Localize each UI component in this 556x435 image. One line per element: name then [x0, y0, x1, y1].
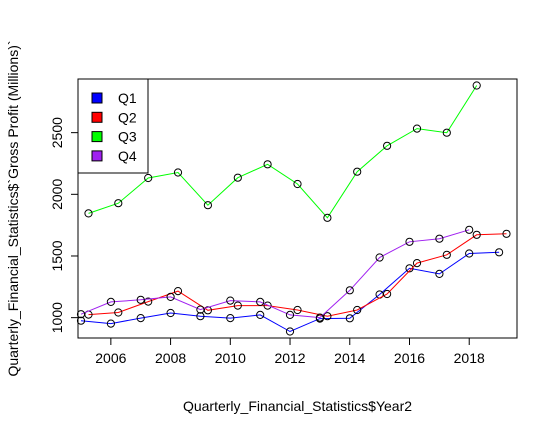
data-point-q3 [233, 173, 242, 182]
y-tick-label: 2500 [49, 117, 65, 148]
data-point-q2 [442, 250, 451, 259]
data-point-q1 [405, 264, 414, 273]
data-point-q1 [465, 249, 474, 258]
legend-label-q4: Q4 [118, 148, 137, 164]
series-q1 [76, 248, 504, 336]
x-tick-label: 2012 [274, 350, 305, 366]
legend-swatch-q3 [91, 131, 103, 143]
data-point-q1 [106, 319, 116, 328]
data-point-q3 [263, 160, 272, 169]
legend-box [77, 78, 149, 174]
data-point-q1 [76, 316, 86, 325]
data-point-q2 [353, 305, 362, 315]
data-point-q3 [114, 199, 123, 208]
data-point-q1 [285, 327, 295, 336]
data-point-q3 [323, 213, 332, 222]
series-line-q1 [80, 251, 500, 333]
y-tick-label: 1500 [49, 240, 65, 271]
series-line-q3 [88, 85, 478, 219]
data-point-q1 [136, 314, 145, 323]
data-point-q3 [203, 201, 212, 210]
y-tick-label: 1000 [49, 302, 65, 333]
data-point-q2 [472, 230, 481, 239]
legend-label-q1: Q1 [118, 90, 137, 106]
data-point-q2 [412, 259, 422, 268]
x-axis: 2006 2008 2010 2012 2014 2016 2018 [95, 337, 485, 366]
data-point-q4 [196, 305, 205, 314]
data-point-q4 [315, 313, 324, 322]
y-tick-label: 2000 [49, 179, 65, 210]
data-point-q2 [144, 297, 153, 306]
legend-swatch-q2 [91, 111, 103, 123]
data-point-q2 [114, 308, 123, 317]
legend-swatch-q1 [91, 92, 103, 104]
data-point-q2 [502, 229, 511, 238]
x-tick-label: 2008 [155, 350, 186, 366]
data-point-q3 [144, 173, 153, 183]
data-point-q4 [136, 295, 145, 304]
series-line-q4 [80, 229, 470, 319]
data-point-q3 [353, 167, 362, 176]
data-point-q2 [233, 301, 242, 310]
data-point-q3 [383, 141, 392, 150]
data-point-q3 [173, 168, 183, 177]
data-point-q4 [106, 297, 116, 306]
data-point-q1 [345, 314, 354, 323]
data-point-q4 [285, 310, 295, 319]
data-point-q3 [412, 124, 422, 133]
y-axis: 1000 1500 2000 2500 [49, 117, 79, 333]
data-point-q2 [293, 305, 302, 315]
series-layer [76, 81, 511, 336]
data-point-q4 [465, 225, 474, 234]
data-point-q4 [435, 234, 444, 243]
data-point-q4 [375, 253, 384, 262]
data-point-q2 [323, 312, 332, 321]
data-point-q1 [495, 248, 504, 257]
legend-label-q3: Q3 [118, 129, 137, 145]
data-point-q4 [166, 292, 175, 301]
data-point-q2 [383, 289, 392, 299]
y-axis-label: Quarterly_Financial_Statistics$`Gross Pr… [5, 40, 21, 376]
data-point-q4 [256, 297, 265, 306]
data-point-q4 [345, 286, 354, 295]
data-point-q1 [196, 312, 205, 321]
data-point-q4 [76, 310, 86, 319]
series-q3 [84, 81, 481, 222]
data-point-q4 [226, 296, 235, 305]
data-point-q1 [166, 308, 175, 318]
data-point-q2 [173, 287, 183, 296]
x-tick-label: 2010 [215, 350, 246, 366]
data-point-q1 [226, 314, 235, 323]
data-point-q3 [472, 81, 481, 90]
data-point-q4 [405, 237, 414, 246]
data-point-q3 [442, 128, 451, 137]
series-q4 [76, 225, 474, 322]
x-tick-label: 2018 [454, 350, 485, 366]
series-q2 [84, 229, 511, 321]
data-point-q3 [293, 179, 302, 189]
data-point-q1 [256, 310, 265, 319]
x-tick-label: 2006 [95, 350, 126, 366]
legend-label-q2: Q2 [118, 109, 137, 125]
legend: Q1 Q2 Q3 Q4 [77, 78, 149, 174]
data-point-q3 [84, 209, 93, 218]
data-point-q2 [263, 301, 272, 310]
x-axis-label: Quarterly_Financial_Statistics$Year2 [183, 398, 412, 414]
legend-swatch-q4 [91, 150, 103, 162]
x-tick-label: 2014 [334, 350, 365, 366]
x-tick-label: 2016 [394, 350, 425, 366]
data-point-q1 [435, 269, 444, 278]
